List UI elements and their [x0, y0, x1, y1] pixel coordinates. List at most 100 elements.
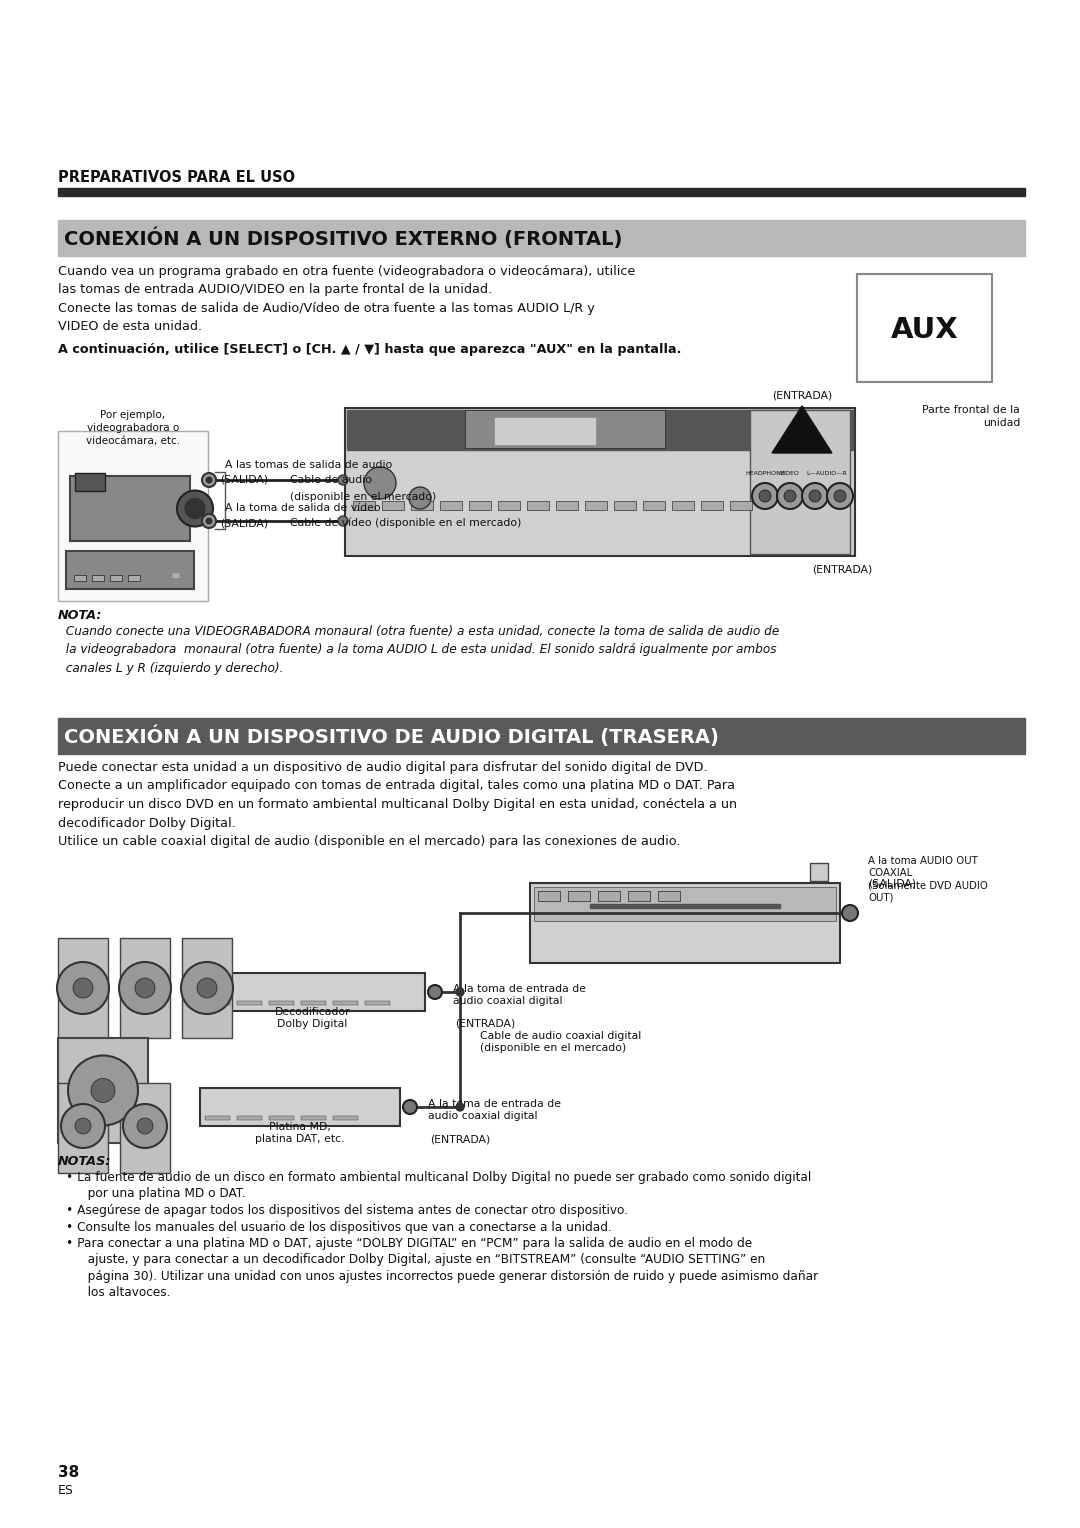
Text: 88: 88: [172, 573, 180, 579]
Circle shape: [338, 475, 348, 484]
Bar: [75, 474, 105, 490]
Text: NOTAS:: NOTAS:: [58, 1155, 111, 1167]
Text: (SALIDA): (SALIDA): [220, 475, 268, 484]
Text: CONEXIÓN A UN DISPOSITIVO DE AUDIO DIGITAL (TRASERA): CONEXIÓN A UN DISPOSITIVO DE AUDIO DIGIT…: [64, 726, 719, 747]
Text: ajuste, y para conectar a un decodificador Dolby Digital, ajuste en “BITSTREAM” : ajuste, y para conectar a un decodificad…: [76, 1253, 766, 1267]
Bar: [658, 891, 680, 902]
Bar: [701, 501, 723, 510]
Bar: [269, 1001, 294, 1005]
Bar: [353, 501, 375, 510]
Bar: [110, 575, 122, 581]
Bar: [643, 501, 665, 510]
Bar: [58, 938, 108, 1038]
Text: A la toma de entrada de
audio coaxial digital: A la toma de entrada de audio coaxial di…: [453, 984, 586, 1005]
Text: VIDEO de esta unidad.: VIDEO de esta unidad.: [58, 321, 202, 333]
Circle shape: [206, 518, 212, 524]
Circle shape: [75, 1118, 91, 1134]
Bar: [200, 1088, 400, 1126]
Text: por una platina MD o DAT.: por una platina MD o DAT.: [76, 1187, 245, 1201]
Circle shape: [135, 978, 156, 998]
Bar: [347, 410, 853, 451]
Circle shape: [60, 1105, 105, 1148]
Bar: [495, 419, 595, 445]
Text: Cable de audio coaxial digital
(disponible en el mercado): Cable de audio coaxial digital (disponib…: [480, 1030, 642, 1053]
Text: (ENTRADA): (ENTRADA): [772, 390, 832, 400]
Text: canales L y R (izquierdo y derecho).: canales L y R (izquierdo y derecho).: [58, 662, 283, 675]
Circle shape: [197, 978, 217, 998]
Circle shape: [809, 490, 821, 503]
Bar: [58, 718, 1025, 753]
Circle shape: [409, 487, 431, 509]
Text: PREPARATIVOS PARA EL USO: PREPARATIVOS PARA EL USO: [58, 170, 295, 185]
Circle shape: [57, 963, 109, 1015]
Circle shape: [123, 1105, 167, 1148]
Text: • Asegúrese de apagar todos los dispositivos del sistema antes de conectar otro : • Asegúrese de apagar todos los disposit…: [66, 1204, 627, 1216]
Bar: [301, 1115, 326, 1120]
Text: (SALIDA): (SALIDA): [868, 879, 916, 888]
Bar: [498, 501, 519, 510]
Bar: [120, 1083, 170, 1174]
Bar: [598, 891, 620, 902]
Bar: [672, 501, 694, 510]
Text: VIDEO: VIDEO: [780, 471, 800, 477]
Bar: [345, 408, 855, 556]
Bar: [58, 220, 1025, 257]
Bar: [750, 410, 850, 555]
Circle shape: [834, 490, 846, 503]
Polygon shape: [772, 406, 832, 452]
FancyBboxPatch shape: [858, 274, 993, 382]
Bar: [615, 501, 636, 510]
Text: (disponible en el mercado): (disponible en el mercado): [291, 492, 436, 503]
Text: 38: 38: [58, 1465, 79, 1481]
Text: Decodificador
Dolby Digital: Decodificador Dolby Digital: [274, 1007, 350, 1028]
Circle shape: [185, 498, 205, 518]
Circle shape: [202, 513, 216, 529]
Text: • La fuente de audio de un disco en formato ambiental multicanal Dolby Digital n: • La fuente de audio de un disco en form…: [66, 1170, 811, 1184]
Bar: [556, 501, 578, 510]
Circle shape: [119, 963, 171, 1015]
Bar: [585, 501, 607, 510]
Bar: [333, 1115, 357, 1120]
Bar: [301, 1001, 326, 1005]
Bar: [58, 188, 1025, 196]
Bar: [534, 886, 836, 921]
Bar: [333, 1001, 357, 1005]
Circle shape: [137, 1118, 153, 1134]
Bar: [810, 863, 828, 882]
Bar: [183, 938, 232, 1038]
Text: la videograbadora  monaural (otra fuente) a la toma AUDIO L de esta unidad. El s: la videograbadora monaural (otra fuente)…: [58, 643, 777, 657]
Bar: [440, 501, 462, 510]
Circle shape: [403, 1100, 417, 1114]
Circle shape: [784, 490, 796, 503]
Bar: [200, 973, 426, 1012]
Text: las tomas de entrada AUDIO/VIDEO en la parte frontal de la unidad.: las tomas de entrada AUDIO/VIDEO en la p…: [58, 284, 492, 296]
Bar: [58, 1083, 108, 1174]
Circle shape: [338, 516, 348, 526]
Bar: [627, 891, 650, 902]
Text: Puede conectar esta unidad a un dispositivo de audio digital para disfrutar del : Puede conectar esta unidad a un disposit…: [58, 761, 707, 775]
Bar: [538, 891, 561, 902]
Bar: [730, 501, 752, 510]
Circle shape: [777, 483, 804, 509]
Circle shape: [428, 986, 442, 999]
Bar: [205, 1115, 230, 1120]
Text: Parte frontal de la
unidad: Parte frontal de la unidad: [922, 405, 1020, 428]
Text: A continuación, utilice [SELECT] o [CH. ▲ / ▼] hasta que aparezca "AUX" en la pa: A continuación, utilice [SELECT] o [CH. …: [58, 342, 681, 356]
Circle shape: [181, 963, 233, 1015]
Circle shape: [73, 978, 93, 998]
Text: CONEXIÓN A UN DISPOSITIVO EXTERNO (FRONTAL): CONEXIÓN A UN DISPOSITIVO EXTERNO (FRONT…: [64, 228, 622, 249]
Bar: [75, 575, 86, 581]
Text: Cable de vídeo (disponible en el mercado): Cable de vídeo (disponible en el mercado…: [291, 518, 522, 529]
Text: Conecte a un amplificador equipado con tomas de entrada digital, tales como una : Conecte a un amplificador equipado con t…: [58, 779, 735, 793]
Bar: [66, 552, 194, 588]
Text: Platina MD,
platina DAT, etc.: Platina MD, platina DAT, etc.: [255, 1122, 345, 1144]
Bar: [530, 883, 840, 963]
Circle shape: [206, 477, 212, 483]
Text: reproducir un disco DVD en un formato ambiental multicanal Dolby Digital en esta: reproducir un disco DVD en un formato am…: [58, 798, 738, 811]
Circle shape: [456, 989, 464, 996]
Circle shape: [68, 1056, 138, 1126]
Circle shape: [752, 483, 778, 509]
Circle shape: [827, 483, 853, 509]
Text: ES: ES: [58, 1484, 73, 1497]
Circle shape: [802, 483, 828, 509]
